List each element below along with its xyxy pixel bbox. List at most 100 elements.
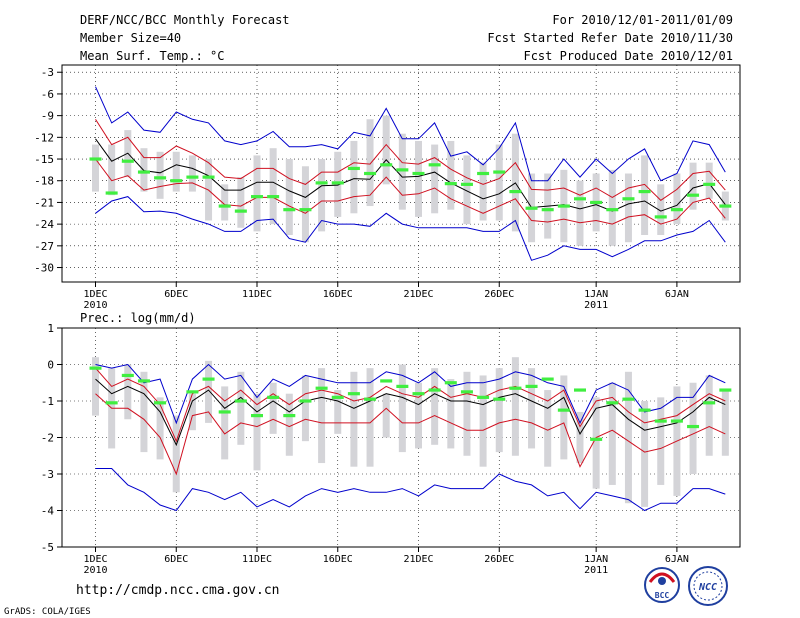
x-tick-label: 1DEC	[83, 289, 107, 300]
ensemble-box	[221, 386, 229, 460]
ensemble-box	[156, 151, 164, 199]
observed-marker	[380, 379, 393, 383]
y-tick-label: -2	[41, 432, 54, 445]
ensemble-box	[641, 155, 649, 235]
observed-marker	[703, 182, 716, 186]
precip-panel-label: Prec.: log(mm/d)	[80, 311, 196, 325]
observed-marker	[622, 197, 635, 201]
ensemble-box	[350, 371, 358, 467]
observed-marker	[137, 379, 150, 383]
header-right-started: Fcst Started Refer Date 2010/11/30	[487, 31, 733, 45]
x-tick-label: 1DEC	[83, 554, 107, 565]
ensemble-box	[269, 148, 277, 225]
ensemble-box	[657, 184, 665, 235]
observed-marker	[170, 179, 183, 183]
minus-sd-line	[95, 158, 726, 225]
x-tick-label: 21DEC	[403, 554, 433, 565]
x-tick-label: 6JAN	[665, 554, 689, 565]
ensemble-box	[366, 119, 374, 207]
ensemble-box	[188, 155, 196, 192]
observed-marker	[202, 175, 215, 179]
ensemble-box	[382, 115, 390, 185]
x-tick-label: 16DEC	[323, 289, 353, 300]
ensemble-box	[269, 382, 277, 434]
ensemble-box	[415, 382, 422, 449]
ensemble-box	[592, 397, 600, 489]
observed-marker	[412, 392, 425, 396]
y-tick-label: -9	[41, 110, 54, 123]
y-tick-label: -15	[34, 153, 54, 166]
ensemble-box	[301, 166, 309, 243]
observed-marker	[654, 419, 667, 423]
observed-marker	[509, 189, 522, 194]
observed-marker	[89, 366, 102, 370]
footer-grads: GrADS: COLA/IGES	[4, 607, 91, 617]
ensemble-box	[689, 162, 697, 210]
observed-marker	[218, 204, 231, 208]
observed-marker	[428, 388, 441, 392]
observed-marker	[234, 209, 247, 213]
ensemble-box	[318, 368, 326, 464]
observed-marker	[557, 408, 570, 412]
observed-marker	[574, 388, 586, 392]
plus-sd-line	[95, 367, 726, 443]
ensemble-box	[124, 364, 132, 420]
ensemble-box	[382, 393, 390, 438]
ensemble-box	[463, 371, 471, 456]
y-tick-label: -4	[41, 505, 55, 518]
ensemble-box	[237, 371, 245, 445]
header-right-period: For 2010/12/01-2011/01/09	[552, 13, 733, 27]
observed-marker	[331, 395, 344, 399]
observed-marker	[460, 182, 473, 186]
x-tick-label: 11DEC	[242, 554, 272, 565]
observed-marker	[315, 386, 328, 390]
observed-marker	[477, 395, 490, 399]
ensemble-box	[447, 379, 455, 449]
observed-marker	[590, 437, 603, 441]
x-tick-label: 26DEC	[484, 289, 514, 300]
x-tick-label: 6DEC	[164, 554, 188, 565]
y-tick-label: 0	[47, 359, 54, 372]
observed-marker	[121, 159, 134, 163]
extreme-min-line	[95, 196, 726, 261]
ensemble-box	[205, 360, 213, 423]
ensemble-box	[140, 148, 148, 192]
observed-marker	[380, 163, 393, 167]
ensemble-box	[495, 368, 503, 453]
observed-marker	[299, 208, 312, 212]
y-tick-label: -1	[41, 395, 54, 408]
observed-marker	[331, 181, 344, 185]
observed-marker	[347, 166, 360, 171]
observed-marker	[670, 208, 683, 212]
bcc-logo: BCC	[644, 567, 680, 603]
ensemble-box	[237, 177, 245, 228]
observed-marker	[364, 171, 377, 176]
observed-marker	[719, 388, 732, 392]
y-tick-label: -3	[41, 66, 54, 79]
ensemble-box	[495, 144, 503, 221]
ensemble-box	[479, 375, 487, 467]
observed-marker	[137, 170, 150, 174]
ensemble-box	[253, 393, 261, 471]
ensemble-box	[366, 368, 374, 467]
minus-sd-line	[95, 393, 726, 476]
observed-marker	[509, 386, 522, 390]
observed-marker	[606, 208, 619, 212]
observed-marker	[622, 397, 635, 401]
ensemble-box	[511, 357, 519, 456]
ensemble-box	[560, 375, 568, 460]
header-left-variable: Mean Surf. Temp.: °C	[80, 49, 225, 63]
observed-marker	[267, 195, 280, 199]
ensemble-box	[657, 397, 665, 485]
ensemble-box	[721, 390, 729, 456]
x-tick-label: 1JAN	[584, 289, 608, 300]
observed-marker	[525, 206, 538, 210]
y-tick-label: -21	[34, 196, 54, 209]
observed-marker	[218, 410, 231, 414]
observed-marker	[525, 384, 538, 388]
observed-marker	[428, 163, 441, 167]
observed-marker	[283, 414, 296, 418]
ensemble-box	[156, 397, 164, 460]
ensemble-box	[285, 159, 293, 235]
